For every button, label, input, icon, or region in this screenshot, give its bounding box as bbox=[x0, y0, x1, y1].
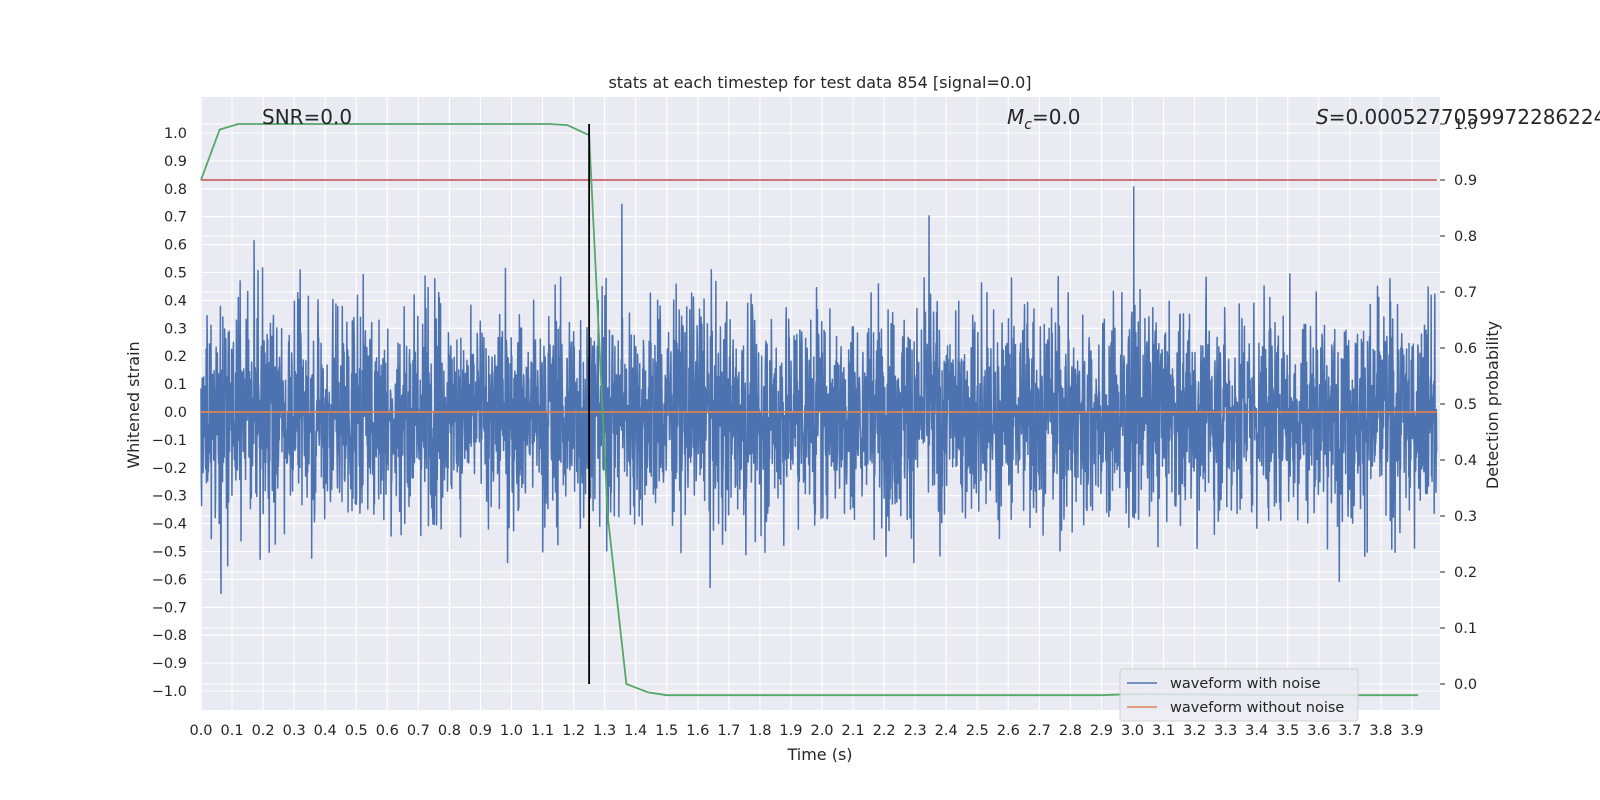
x-tick-label: 1.7 bbox=[717, 723, 740, 739]
detection-probability-line bbox=[200, 123, 1419, 697]
x-tick-label: 3.7 bbox=[1338, 723, 1361, 739]
y2-tick-label: 1.0 bbox=[1454, 117, 1477, 133]
y2-axis-label: Detection probability bbox=[1483, 321, 1502, 489]
legend-label-clean: waveform without noise bbox=[1170, 700, 1344, 716]
y-tick-label: −0.6 bbox=[152, 572, 187, 588]
y-tick-label: −0.3 bbox=[152, 489, 187, 505]
x-tick-label: 0.5 bbox=[345, 723, 368, 739]
x-tick-label: 2.9 bbox=[1090, 723, 1113, 739]
x-tick-label: 1.0 bbox=[500, 723, 523, 739]
y-axis-label: Whitened strain bbox=[124, 341, 143, 468]
x-tick-label: 1.6 bbox=[686, 723, 709, 739]
y2-tick-label: 0.0 bbox=[1454, 677, 1477, 693]
legend-label-noise: waveform with noise bbox=[1170, 676, 1321, 692]
y-tick-label: 0.4 bbox=[164, 293, 187, 309]
legend-box bbox=[1119, 668, 1359, 722]
y2-tick-label: 0.6 bbox=[1454, 341, 1477, 357]
y2-tick-label: 0.5 bbox=[1454, 397, 1477, 413]
y-tick-label: −0.2 bbox=[152, 461, 187, 477]
noise-waveform-layer bbox=[200, 186, 1438, 595]
y-tick-label: 0.0 bbox=[164, 405, 187, 421]
x-tick-label: 2.4 bbox=[935, 723, 958, 739]
x-tick-label: 0.8 bbox=[438, 723, 461, 739]
x-tick-label: 2.3 bbox=[904, 723, 927, 739]
s-symbol: S bbox=[1316, 105, 1329, 129]
mc-value: =0.0 bbox=[1032, 105, 1081, 129]
mc-subscript: c bbox=[1024, 117, 1032, 133]
x-tick-label: 1.3 bbox=[593, 723, 616, 739]
y-tick-label: 0.8 bbox=[164, 182, 187, 198]
y-tick-label: 0.9 bbox=[164, 154, 187, 170]
y-tick-label: −0.7 bbox=[152, 600, 187, 616]
x-tick-label: 0.9 bbox=[469, 723, 492, 739]
x-tick-label: 3.1 bbox=[1152, 723, 1175, 739]
y2-tick-label: 0.1 bbox=[1454, 621, 1477, 637]
x-tick-label: 1.8 bbox=[748, 723, 771, 739]
x-tick-label: 3.5 bbox=[1276, 723, 1299, 739]
waveform-with-noise-line bbox=[200, 186, 1438, 595]
x-tick-label: 3.2 bbox=[1183, 723, 1206, 739]
y-tick-label: −0.1 bbox=[152, 433, 187, 449]
y-tick-label: 0.7 bbox=[164, 210, 187, 226]
snr-annotation: SNR=0.0 bbox=[262, 105, 352, 129]
y-tick-label: 0.5 bbox=[164, 266, 187, 282]
x-tick-label: 0.6 bbox=[376, 723, 399, 739]
y-tick-label: −0.8 bbox=[152, 628, 187, 644]
y2-tick-label: 0.2 bbox=[1454, 565, 1477, 581]
legend: waveform with noise waveform without noi… bbox=[1119, 668, 1359, 722]
y2-tick-label: 0.3 bbox=[1454, 509, 1477, 525]
y2-tick-label: 0.8 bbox=[1454, 229, 1477, 245]
x-tick-label: 1.5 bbox=[655, 723, 678, 739]
y-tick-label: −0.9 bbox=[152, 656, 187, 672]
x-tick-label: 0.3 bbox=[283, 723, 306, 739]
y-tick-label: 0.2 bbox=[164, 349, 187, 365]
x-tick-label: 1.2 bbox=[562, 723, 585, 739]
y2-tick-label: 0.4 bbox=[1454, 453, 1477, 469]
x-tick-label: 1.1 bbox=[531, 723, 554, 739]
ticks-layer: 0.0 0.1 0.2 0.3 0.4 0.5 0.6 0.7 0.8 0.9 1.0 1.1 1.2 1… bbox=[152, 117, 1477, 739]
x-tick-label: 3.3 bbox=[1214, 723, 1237, 739]
x-tick-label: 3.4 bbox=[1245, 723, 1268, 739]
x-tick-label: 0.1 bbox=[221, 723, 244, 739]
x-tick-label: 3.6 bbox=[1307, 723, 1330, 739]
lines-layer bbox=[200, 123, 1437, 697]
y2-tick-label: 0.7 bbox=[1454, 285, 1477, 301]
chart-title: stats at each timestep for test data 854… bbox=[608, 73, 1031, 92]
x-tick-label: 1.9 bbox=[779, 723, 802, 739]
x-tick-label: 0.0 bbox=[189, 723, 212, 739]
x-tick-label: 3.8 bbox=[1369, 723, 1392, 739]
s-value: =0.0005277059972286224 bbox=[1329, 105, 1600, 129]
x-tick-label: 2.7 bbox=[1028, 723, 1051, 739]
y-tick-label: 0.1 bbox=[164, 377, 187, 393]
s-annotation: S=0.0005277059972286224 bbox=[1316, 105, 1600, 129]
x-tick-label: 2.5 bbox=[966, 723, 989, 739]
y-tick-label: −0.5 bbox=[152, 545, 187, 561]
x-tick-label: 3.9 bbox=[1400, 723, 1423, 739]
x-axis-label: Time (s) bbox=[786, 745, 852, 764]
mc-annotation: Mc=0.0 bbox=[1007, 105, 1081, 133]
x-tick-label: 2.8 bbox=[1059, 723, 1082, 739]
y2-tick-label: 0.9 bbox=[1454, 173, 1477, 189]
x-tick-label: 0.2 bbox=[252, 723, 275, 739]
x-tick-label: 2.0 bbox=[810, 723, 833, 739]
x-tick-label: 2.6 bbox=[997, 723, 1020, 739]
mc-symbol: M bbox=[1007, 105, 1024, 129]
y-tick-label: 0.3 bbox=[164, 321, 187, 337]
x-tick-label: 3.0 bbox=[1121, 723, 1144, 739]
x-tick-label: 0.4 bbox=[314, 723, 337, 739]
x-tick-label: 2.2 bbox=[873, 723, 896, 739]
y-tick-label: 0.6 bbox=[164, 238, 187, 254]
y-tick-label: −0.4 bbox=[152, 517, 187, 533]
x-tick-label: 0.7 bbox=[407, 723, 430, 739]
x-tick-label: 2.1 bbox=[842, 723, 865, 739]
y-tick-label: −1.0 bbox=[152, 684, 187, 700]
x-tick-label: 1.4 bbox=[624, 723, 647, 739]
y-tick-label: 1.0 bbox=[164, 126, 187, 142]
